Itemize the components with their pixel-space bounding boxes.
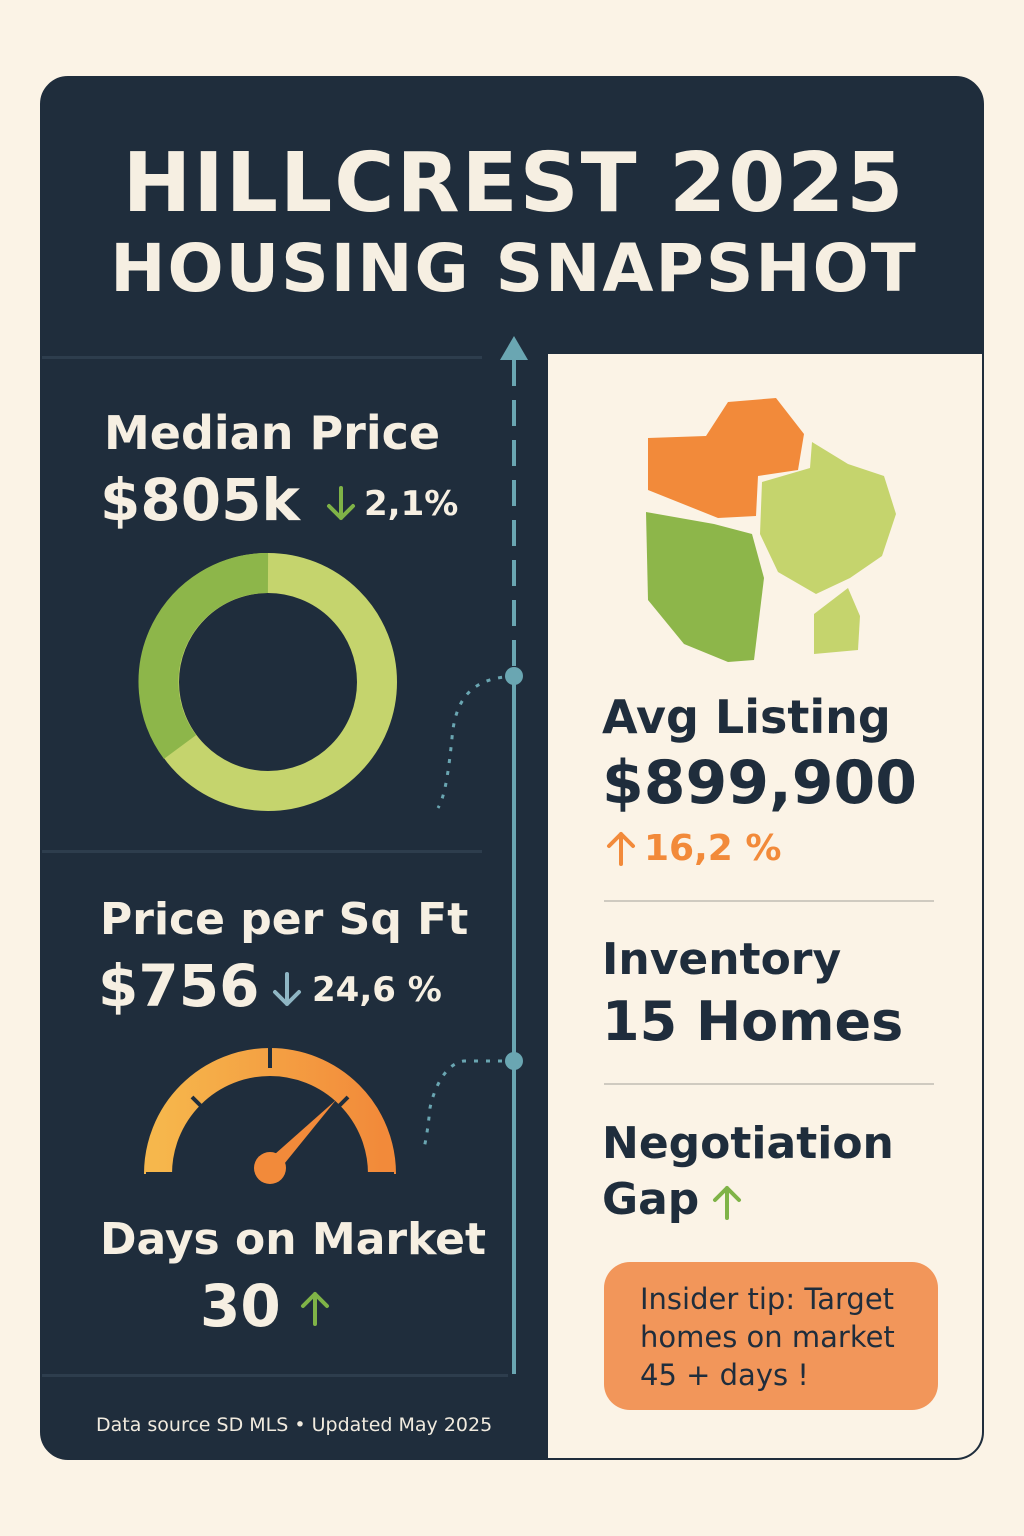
data-source-footer: Data source SD MLS • Updated May 2025: [96, 1414, 493, 1436]
avg-listing-label: Avg Listing: [602, 690, 891, 744]
insider-tip-box: Insider tip: Target homes on market 45 +…: [604, 1262, 938, 1410]
left-divider-top: [42, 356, 482, 359]
timeline: [422, 336, 528, 1374]
negotiation-label-line1: Negotiation: [602, 1118, 894, 1169]
left-divider-bottom: [42, 1374, 508, 1377]
up-arrow-icon: [607, 832, 635, 866]
title-line-1: HILLCREST 2025: [122, 136, 906, 231]
up-arrow-icon: [301, 1292, 329, 1326]
title-line-2: HOUSING SNAPSHOT: [110, 230, 918, 307]
down-arrow-icon: [273, 972, 301, 1006]
price-per-sqft-change: 24,6 %: [312, 970, 442, 1010]
tip-line-2: homes on market: [640, 1320, 895, 1354]
region-map-icon: [646, 398, 896, 662]
snapshot-card: HILLCREST 2025 HOUSING SNAPSHOT Median P…: [40, 76, 984, 1460]
right-divider-2: [604, 1083, 934, 1085]
inventory-value: 15 Homes: [602, 990, 904, 1053]
price-per-sqft-value: $756: [98, 952, 260, 1020]
avg-listing-value: $899,900: [602, 748, 918, 818]
tip-line-3: 45 + days !: [640, 1358, 809, 1392]
down-arrow-icon: [327, 486, 355, 520]
right-divider-1: [604, 900, 934, 902]
gauge-icon: [144, 1048, 396, 1184]
median-price-change: 2,1%: [364, 484, 459, 524]
price-per-sqft-label: Price per Sq Ft: [100, 894, 469, 945]
tip-line-1: Insider tip: Target: [640, 1282, 895, 1316]
donut-chart-icon: [138, 552, 397, 811]
inventory-label: Inventory: [602, 934, 842, 985]
median-price-value: $805k: [100, 466, 300, 534]
days-on-market-label: Days on Market: [100, 1214, 487, 1265]
timeline-arrow-icon: [500, 336, 528, 360]
up-arrow-icon: [713, 1186, 741, 1220]
negotiation-label-line2: Gap: [602, 1174, 700, 1225]
median-price-label: Median Price: [104, 406, 441, 460]
avg-listing-change: 16,2 %: [644, 828, 782, 869]
left-divider-middle: [42, 850, 482, 853]
days-on-market-value: 30: [200, 1272, 281, 1340]
